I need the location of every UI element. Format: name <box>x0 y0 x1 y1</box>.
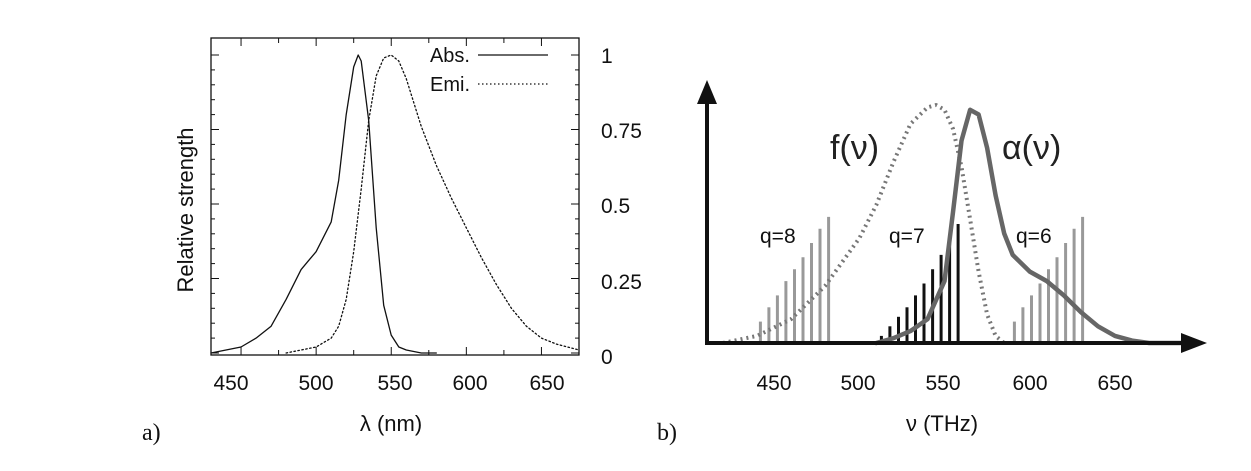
panel-a-series <box>210 54 580 354</box>
panel-b-x-axis-arrow-icon <box>1181 333 1207 353</box>
panel-a-y-tick: 0.75 <box>601 120 642 143</box>
panel-a-x-tick: 600 <box>452 372 487 395</box>
panel-a-x-axis-label: λ (nm) <box>360 411 422 436</box>
panel-b-x-tick: 600 <box>1012 372 1047 395</box>
panel-a-x-tick: 500 <box>298 372 333 395</box>
panel-b-x-tick: 650 <box>1097 372 1132 395</box>
panel-b-label: b) <box>657 420 677 446</box>
panel-a-y-tick: 1 <box>601 45 613 68</box>
mode-label-q8: q=8 <box>760 225 796 248</box>
panel-a-ticks <box>211 38 579 355</box>
panel-a-y-axis-label: Relative strength <box>173 127 198 292</box>
panel-a-plot-frame <box>210 37 580 356</box>
curve-label-alpha-nu: α(ν) <box>1002 129 1061 167</box>
panel-a-y-tick: 0.25 <box>601 271 642 294</box>
panel-b-series <box>722 103 1186 346</box>
panel-a-x-tick: 550 <box>377 372 412 395</box>
series-line-emi <box>285 54 580 354</box>
curve-label-f-nu: f(ν) <box>830 129 879 167</box>
panel-a-x-tick: 650 <box>529 372 564 395</box>
mode-label-q7: q=7 <box>889 225 925 248</box>
panel-a-chart: 450 500 550 600 650 0 0.25 0.5 0.75 1 λ … <box>142 37 642 446</box>
legend-label-emi: Emi. <box>430 74 470 96</box>
panel-b-x-tick: 550 <box>925 372 960 395</box>
panel-b-mode-bars <box>758 216 1085 343</box>
legend-label-abs: Abs. <box>430 45 470 67</box>
panel-a-legend: Abs. Emi. <box>430 45 548 96</box>
panel-b-chart: 450 500 550 600 650 ν (THz) f(ν) α(ν) q=… <box>657 80 1207 446</box>
panel-b-x-tick: 450 <box>756 372 791 395</box>
panel-b-y-axis-arrow-icon <box>697 80 717 104</box>
panel-a-label: a) <box>142 420 161 446</box>
panel-b-x-tick: 500 <box>840 372 875 395</box>
series-line-alpha-nu <box>874 107 1186 346</box>
panel-a-y-tick: 0 <box>601 346 613 369</box>
mode-label-q6: q=6 <box>1016 225 1052 248</box>
panel-a-y-tick: 0.5 <box>601 195 630 218</box>
series-line-abs <box>210 54 437 354</box>
panel-a-x-tick: 450 <box>213 372 248 395</box>
panel-b-x-axis-label: ν (THz) <box>906 411 978 436</box>
